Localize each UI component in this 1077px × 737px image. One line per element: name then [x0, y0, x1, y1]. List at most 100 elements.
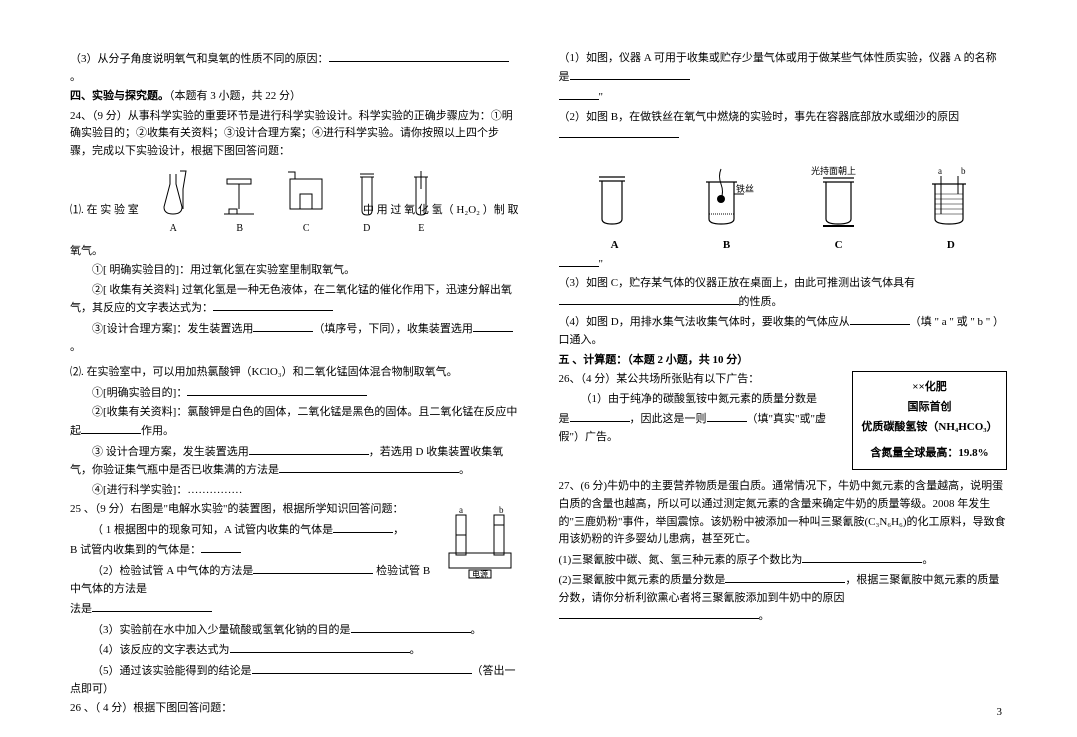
- blank: [725, 571, 845, 583]
- r-q27-1: (1)三聚氰胺中碳、氮、氢三种元素的原子个数比为。: [559, 551, 1008, 570]
- q25-3: （3）实验前在水中加入少量硫酸或氢氧化钠的目的是。: [70, 621, 519, 640]
- svg-text:b: b: [499, 505, 504, 515]
- svg-text:电源: 电源: [472, 569, 488, 579]
- blank: [570, 68, 690, 80]
- r-label-a: A: [611, 237, 619, 255]
- blank: [559, 88, 599, 100]
- q25-4: （4）该反应的文字表达式为。: [70, 641, 519, 660]
- blank: [81, 422, 141, 434]
- q3-intro: （3）从分子角度说明氧气和臭氧的性质不同的原因：: [70, 53, 329, 65]
- gas-bottle-icon: [587, 169, 637, 229]
- r-label-c: C: [835, 237, 843, 255]
- blank: [213, 299, 333, 311]
- q24-step3a: ③[设计合理方案]：发生装置选用: [92, 323, 253, 335]
- q25-1-text: （ 1 根据图中的现象可知，A 试管内收集的气体是: [92, 524, 333, 536]
- r-label-b: B: [723, 237, 730, 255]
- section5-title: 五 、计算题：（本题 2 小题，共 10 分）: [559, 352, 1008, 370]
- q24-step2: ②[ 收集有关资料] 过氧化氢是一种无色液体，在二氧化锰的催化作用下，迅速分解出…: [70, 282, 519, 318]
- blank: [201, 541, 241, 553]
- gas-collect-icon: [285, 169, 327, 219]
- blank: [92, 600, 212, 612]
- q24-p2-step2: ②[收集有关资料]：氯酸钾是白色的固体，二氧化锰是黑色的固体。且二氧化锰在反应中…: [70, 404, 519, 440]
- right-column: （1）如图，仪器 A 可用于收集或贮存少量气体或用于做某些气体性质实验，仪器 A…: [559, 50, 1008, 720]
- r-q4: （4）如图 D，用排水集气法收集气体时，要收集的气体应从（填 " a " 或 "…: [559, 313, 1008, 349]
- q24-part1-prefix: ⑴. 在 实 验 室: [70, 202, 139, 220]
- q25-3-text: （3）实验前在水中加入少量硫酸或氢氧化钠的目的是: [92, 624, 351, 636]
- r-q4-text: （4）如图 D，用排水集气法收集气体时，要收集的气体应从: [559, 316, 850, 328]
- q25-1b-text: B 试管内收集到的气体是：: [70, 544, 201, 556]
- ad-line1: ××化肥: [859, 378, 1000, 398]
- blank: [187, 384, 367, 396]
- r-q27-2a: (2)三聚氰胺中氮元素的质量分数是: [559, 574, 726, 586]
- svg-text:a: a: [938, 166, 942, 176]
- blank: [559, 293, 739, 305]
- q24-h2o2: 氧气。: [70, 243, 519, 261]
- blank: [473, 320, 513, 332]
- q24-step3: ③[设计合理方案]：发生装置选用（填序号，下同），收集装置选用。: [70, 320, 519, 356]
- blank: [559, 255, 599, 267]
- svg-text:b: b: [961, 166, 966, 176]
- ad-line3: 优质碳酸氢铵（NH₄HCO₃）: [859, 418, 1000, 438]
- page-number: 3: [997, 704, 1003, 722]
- r-label-d: D: [947, 237, 955, 255]
- blank: [329, 50, 509, 62]
- apparatus-a: A: [152, 169, 194, 237]
- q24-part1-suffix: 中 用 过 氧 化 氢（ H₂O₂ ）制 取: [363, 202, 519, 220]
- ad-box: ××化肥 国际首创 优质碳酸氢铵（NH₄HCO₃） 含氮量全球最高：19.8%: [852, 371, 1007, 470]
- r-q27-1-text: (1)三聚氰胺中碳、氮、氢三种元素的原子个数比为: [559, 554, 803, 566]
- tiesi-label: 铁丝: [736, 183, 754, 194]
- q3-text: （3）从分子角度说明氧气和臭氧的性质不同的原因：。: [70, 50, 519, 86]
- flask-funnel-icon: [152, 169, 194, 219]
- r-q1-cont: ": [559, 88, 1008, 107]
- r-apparatus-b: 铁丝: [694, 164, 754, 231]
- r-blank-line: ": [559, 255, 1008, 274]
- blank: [850, 313, 910, 325]
- two-column-layout: （3）从分子角度说明氧气和臭氧的性质不同的原因：。 四、实验与探究题。（本题有 …: [70, 50, 1007, 720]
- blank: [249, 443, 369, 455]
- label-b: B: [236, 221, 243, 237]
- ad-line4: 含氮量全球最高：19.8%: [859, 444, 1000, 464]
- blank: [351, 621, 471, 633]
- r-apparatus-d: ab: [923, 164, 978, 231]
- q24-step1: ①[ 明确实验目的]：用过氧化氢在实验室里制取氧气。: [70, 262, 519, 280]
- q24-suffix2: 氧气。: [70, 245, 103, 257]
- blank: [253, 320, 313, 332]
- q25-5-text: （5）通过该实验能得到的结论是: [92, 665, 252, 677]
- electrolysis-diagram: a b 电源: [444, 505, 519, 587]
- r-apparatus-a: [587, 169, 637, 231]
- r-q3: （3）如图 C，贮存某气体的仪器正放在桌面上，由此可推测出该气体具有的性质。: [559, 275, 1008, 311]
- label-c: C: [303, 221, 310, 237]
- blank: [253, 562, 373, 574]
- r-q2-text: （2）如图 B，在做铁丝在氧气中燃烧的实验时，事先在容器底部放水或细沙的原因: [559, 111, 960, 123]
- blank: [559, 607, 759, 619]
- blank: [707, 410, 747, 422]
- q24-intro: 24、（9 分）从事科学实验的重要环节是进行科学实验设计。科学实验的正确步骤应为…: [70, 108, 519, 161]
- q24-step3b: （填序号，下同），收集装置选用: [313, 323, 473, 335]
- r-label-row: A B C D: [559, 237, 1008, 255]
- q25-2a: （2）检验试管 A 中气体的方法是: [92, 565, 253, 577]
- label-a: A: [170, 221, 177, 237]
- blank: [230, 641, 410, 653]
- bottle-c-icon: 光持面朝上: [811, 164, 866, 229]
- bottle-d-icon: ab: [923, 164, 978, 229]
- svg-text:a: a: [459, 505, 463, 515]
- q25-5: （5）通过该实验能得到的结论是（答出一点即可）: [70, 662, 519, 698]
- blank: [333, 521, 393, 533]
- r-apparatus-c: 光持面朝上: [811, 164, 866, 231]
- r-q26-1a: （1）由于纯净的碳酸氢铵中氮元素的质量分数是: [581, 393, 818, 405]
- ad-line2: 国际首创: [859, 398, 1000, 418]
- right-apparatus-row: 铁丝 光持面朝上 ab: [559, 151, 1008, 255]
- r-q2: （2）如图 B，在做铁丝在氧气中燃烧的实验时，事先在容器底部放水或细沙的原因: [559, 109, 1008, 145]
- q24-p2-step4: ④[进行科学实验]：……………: [70, 482, 519, 500]
- q26-intro: 26 、（ 4 分）根据下图回答问题：: [70, 700, 519, 718]
- electrolysis-icon: a b 电源: [444, 505, 519, 580]
- q24-p2-s1: ①[明确实验目的]：: [92, 387, 187, 399]
- blank: [279, 461, 459, 473]
- q24-p2-step3: ③ 设计合理方案，发生装置选用，若选用 D 收集装置收集氧气，你验证集气瓶中是否…: [70, 443, 519, 480]
- section4-header: 四、实验与探究题。（本题有 3 小题，共 22 分）: [70, 88, 519, 106]
- blank: [570, 410, 630, 422]
- section4-title: 四、实验与探究题。: [70, 90, 169, 102]
- apparatus-diagram-row: ⑴. 在 实 验 室 中 用 过 氧 化 氢（ H₂O₂ ）制 取 A B C: [70, 167, 519, 237]
- iron-burn-icon: 铁丝: [694, 164, 754, 229]
- section4-desc: （本题有 3 小题，共 22 分）: [169, 90, 301, 102]
